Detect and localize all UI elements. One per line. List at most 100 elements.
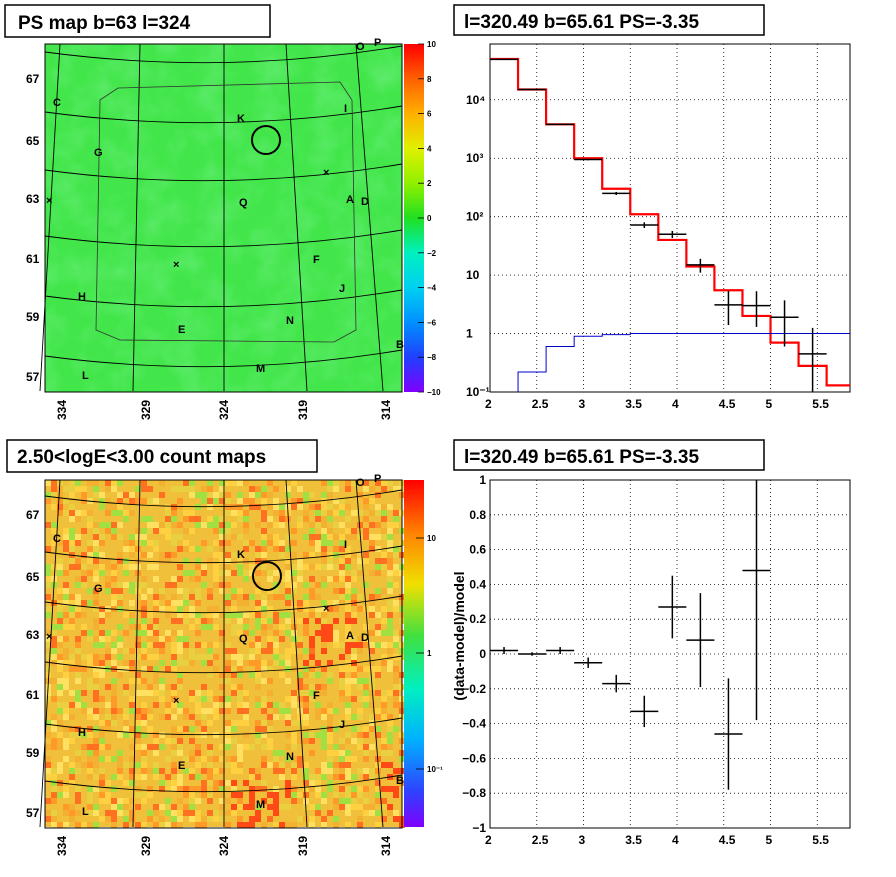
count-pixel [243,702,249,708]
count-pixel [93,570,99,576]
count-pixel [381,714,387,720]
count-pixel [141,768,147,774]
count-pixel [165,522,171,528]
count-pixel [213,492,219,498]
count-pixel [345,504,351,510]
count-pixel [57,618,63,624]
count-pixel [279,522,285,528]
count-pixel [153,624,159,630]
count-pixel [63,702,69,708]
count-pixel [345,648,351,654]
count-pixel [213,714,219,720]
count-pixel [279,822,285,828]
count-pixel [75,480,81,486]
count-pixel [201,714,207,720]
count-pixel [303,672,309,678]
count-pixel [93,606,99,612]
count-pixel [123,630,129,636]
count-pixel [129,618,135,624]
count-pixel [201,642,207,648]
count-pixel [249,630,255,636]
source-label: G [94,583,103,595]
count-pixel [249,648,255,654]
residual-point [602,675,630,692]
count-pixel [387,522,393,528]
colorbar-label: 6 [427,110,432,119]
count-pixel [285,624,291,630]
count-pixel [333,546,339,552]
count-pixel [213,696,219,702]
count-pixel [345,582,351,588]
count-pixel [273,822,279,828]
count-pixel [387,582,393,588]
count-pixel [147,528,153,534]
count-pixel [159,678,165,684]
count-pixel [75,672,81,678]
count-pixel [249,642,255,648]
colorbar-label: −8 [427,353,437,362]
x-tick-label: 2.5 [532,397,549,411]
count-pixel [87,732,93,738]
source-label: N [286,315,294,327]
count-pixel [381,750,387,756]
count-pixel [231,522,237,528]
count-pixel [333,630,339,636]
count-pixel [387,804,393,810]
count-pixel [69,624,75,630]
count-pixel [261,624,267,630]
count-pixel [237,534,243,540]
count-pixel [267,642,273,648]
count-pixel [339,588,345,594]
count-pixel [141,708,147,714]
count-pixel [309,774,315,780]
count-pixel [303,510,309,516]
count-pixel [177,678,183,684]
count-pixel [117,510,123,516]
count-pixel [201,780,207,786]
count-pixel [51,522,57,528]
x-tick-label: 5.5 [812,397,829,411]
source-label: Q [239,197,248,209]
count-pixel [111,798,117,804]
count-pixel [207,522,213,528]
count-pixel [249,594,255,600]
y-tick-label: 10⁴ [466,93,485,107]
count-pixel [351,714,357,720]
count-pixel [189,714,195,720]
count-pixel [225,696,231,702]
count-pixel [261,822,267,828]
count-pixel [315,522,321,528]
count-pixel [69,540,75,546]
count-pixel [195,600,201,606]
count-pixel [123,822,129,828]
count-pixel [171,684,177,690]
count-pixel [213,522,219,528]
count-pixel [315,546,321,552]
count-pixel [321,684,327,690]
count-pixel [303,498,309,504]
count-pixel [285,678,291,684]
count-pixel [141,702,147,708]
count-pixel [141,798,147,804]
count-pixel [81,690,87,696]
count-pixel [63,684,69,690]
count-pixel [387,540,393,546]
count-pixel [153,528,159,534]
count-pixel [87,630,93,636]
count-pixel [279,516,285,522]
count-pixel [81,486,87,492]
count-pixel [351,642,357,648]
count-pixel [93,486,99,492]
count-pixel [105,810,111,816]
count-pixel [63,612,69,618]
count-pixel [225,522,231,528]
count-pixel [375,822,381,828]
count-pixel [171,582,177,588]
count-pixel [105,612,111,618]
count-pixel [303,792,309,798]
count-pixel [279,672,285,678]
count-pixel [387,588,393,594]
count-pixel [99,642,105,648]
count-pixel [207,816,213,822]
count-pixel [303,594,309,600]
